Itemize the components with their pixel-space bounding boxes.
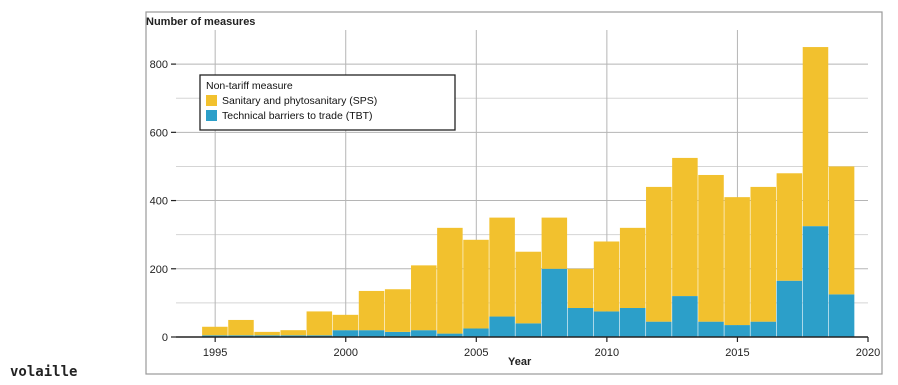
bar-tbt-1995 (202, 335, 228, 337)
bar-tbt-2014 (698, 321, 724, 337)
bar-sps-1995 (202, 326, 228, 336)
bar-sps-2010 (593, 241, 620, 312)
bar-tbt-2006 (489, 316, 515, 337)
bar-tbt-2000 (332, 330, 359, 337)
x-axis-label: Year (508, 356, 532, 368)
bar-sps-1996 (228, 319, 254, 336)
bar-sps-2008 (541, 217, 568, 269)
bar-sps-2000 (332, 314, 359, 331)
legend-swatch-tbt (206, 110, 217, 121)
chart-frame (145, 11, 883, 375)
bar-tbt-2009 (567, 308, 594, 337)
y-tick-label: 400 (150, 196, 168, 208)
x-tick-label: 1995 (203, 347, 227, 359)
bar-tbt-2019 (828, 294, 855, 337)
bar-sps-2013 (672, 157, 698, 297)
legend-label-tbt: Technical barriers to trade (TBT) (222, 110, 373, 122)
bar-tbt-2013 (672, 296, 698, 337)
bar-tbt-1998 (280, 335, 306, 337)
bar-sps-2009 (567, 268, 594, 309)
x-tick-label: 2000 (333, 347, 357, 359)
bar-sps-1997 (254, 331, 280, 336)
bar-sps-2014 (698, 174, 724, 322)
bar-sps-2005 (463, 239, 489, 329)
bar-tbt-2016 (750, 321, 777, 337)
bar-tbt-2017 (776, 280, 803, 337)
bar-sps-2012 (646, 186, 672, 322)
y-tick-label: 0 (162, 332, 168, 344)
x-tick-label: 2005 (464, 347, 488, 359)
bar-sps-2017 (776, 173, 803, 281)
legend-label-sps: Sanitary and phytosanitary (SPS) (222, 95, 377, 107)
bar-sps-2011 (619, 227, 646, 309)
bar-tbt-2011 (619, 308, 646, 337)
bar-sps-2003 (411, 265, 437, 331)
x-tick-label: 2010 (595, 347, 619, 359)
bar-sps-2001 (358, 290, 385, 331)
bar-sps-2007 (515, 251, 541, 324)
x-tick-label: 2015 (725, 347, 749, 359)
bar-sps-2018 (802, 47, 829, 227)
bar-tbt-2010 (593, 311, 620, 337)
bar-tbt-2012 (646, 321, 672, 337)
bar-sps-2002 (384, 289, 411, 332)
bar-sps-2016 (750, 186, 777, 322)
legend-box (199, 74, 456, 131)
bar-tbt-2001 (358, 330, 385, 337)
axes: 0 200 400 600 800 1995 2000 2005 2010 2015 2020 (145, 11, 883, 375)
legend: Non-tariff measure Sanitary and phytosan… (199, 74, 456, 131)
bar-tbt-2018 (802, 226, 829, 337)
bar-sps-1999 (306, 311, 333, 336)
bar-tbt-1997 (254, 335, 280, 337)
x-tick-label: 2020 (856, 347, 880, 359)
y-tick-label: 800 (150, 59, 168, 71)
bar-tbt-2008 (541, 268, 568, 337)
bar-sps-2019 (828, 166, 855, 295)
bar-tbt-2007 (515, 323, 541, 337)
bar-sps-2015 (724, 197, 750, 326)
bar-tbt-2005 (463, 328, 489, 337)
bar-sps-2004 (437, 227, 463, 334)
legend-title: Non-tariff measure (206, 80, 293, 92)
bar-sps-1998 (280, 330, 306, 336)
bar-tbt-2004 (437, 333, 463, 337)
bar-sps-2006 (489, 217, 515, 317)
y-axis-label: Number of measures (146, 16, 255, 28)
bar-tbt-1999 (306, 335, 333, 337)
y-tick-label: 600 (150, 127, 168, 139)
bar-tbt-2002 (384, 331, 411, 337)
caption-word: volaille (10, 364, 78, 380)
legend-swatch-sps (206, 95, 217, 106)
y-tick-label: 200 (150, 264, 168, 276)
bar-tbt-2015 (724, 325, 750, 337)
bar-tbt-2003 (411, 330, 437, 337)
bar-tbt-1996 (228, 335, 254, 337)
bars (202, 47, 855, 337)
